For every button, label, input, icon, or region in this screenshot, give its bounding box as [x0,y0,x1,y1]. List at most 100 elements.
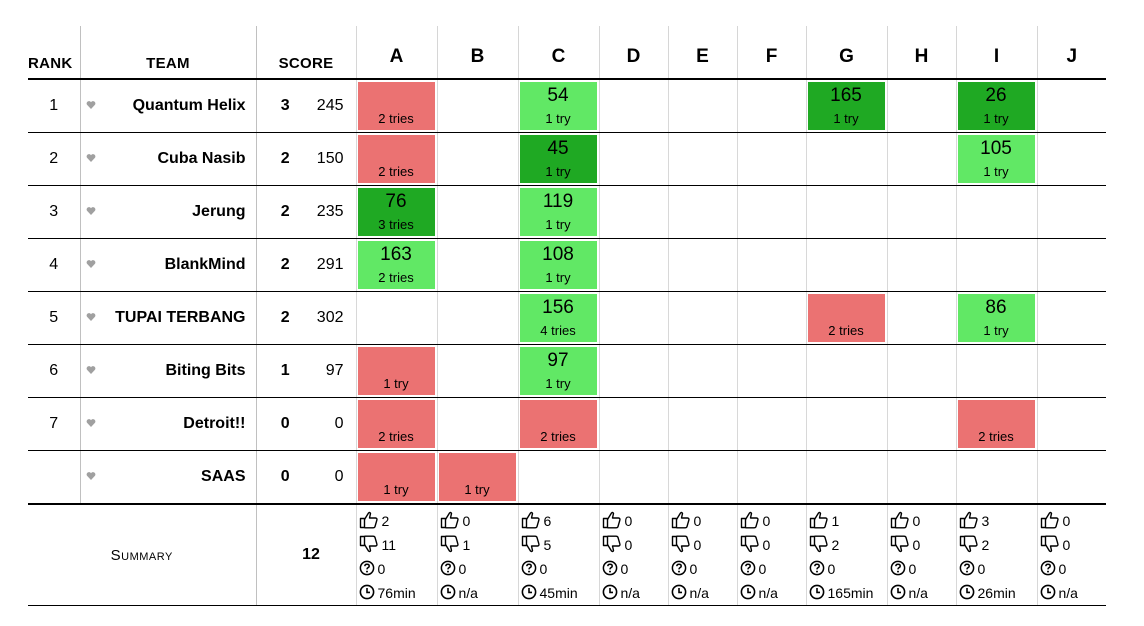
problem-header-e[interactable]: E [667,26,737,80]
question-icon [440,560,459,579]
team-name[interactable]: Cuba Nasib [100,132,256,186]
team-row[interactable]: 7 Detroit!! 0 0 2 tries 2 tries 2 tries [28,397,1106,451]
favorite-cell[interactable] [79,185,100,239]
summary-rejected-value: 11 [381,537,397,553]
summary-cell-j: 0 0 0 n/a [1036,503,1106,606]
problem-header-c[interactable]: C [517,26,599,80]
summary-pending-line: 0 [740,557,806,581]
team-name[interactable]: Detroit!! [100,397,256,451]
problem-header-a[interactable]: A [355,26,437,80]
thumbs-up-icon [671,510,694,533]
heart-icon[interactable] [86,150,96,167]
tries-count: 2 tries [378,429,414,444]
clock-icon [440,584,459,603]
result-box[interactable]: 108 1 try [519,241,597,289]
favorite-cell[interactable] [79,450,100,505]
question-icon [809,560,828,579]
problem-header-b[interactable]: B [436,26,518,80]
problem-cell-h [886,344,956,398]
summary-first-value: n/a [458,585,478,601]
problem-cell-g [805,344,887,398]
heart-icon[interactable] [86,203,96,220]
heart-icon[interactable] [86,468,96,485]
summary-label: Summary [28,503,256,606]
heart-icon[interactable] [86,97,96,114]
result-box[interactable]: 1 try [357,347,435,395]
clock-icon [809,584,828,603]
team-row[interactable]: 5 TUPAI TERBANG 2 302 156 4 tries 2 tries 86 1 t… [28,291,1106,345]
result-box[interactable]: 2 tries [357,82,435,130]
problem-header-i[interactable]: I [955,26,1037,80]
team-name[interactable]: Quantum Helix [100,79,256,133]
result-box[interactable]: 45 1 try [519,135,597,183]
tries-count: 1 try [383,376,409,391]
result-box[interactable]: 2 tries [957,400,1035,448]
problem-header-g[interactable]: G [805,26,887,80]
problem-cell-h [886,238,956,292]
problem-header-j[interactable]: J [1036,26,1106,80]
result-box[interactable]: 2 tries [519,400,597,448]
result-box[interactable]: 1 try [357,453,435,501]
heart-icon[interactable] [86,362,96,379]
result-box[interactable]: 26 1 try [957,82,1035,130]
summary-first-line: n/a [671,581,737,605]
favorite-cell[interactable] [79,79,100,133]
result-box[interactable]: 165 1 try [807,82,885,130]
team-row[interactable]: 6 Biting Bits 1 97 1 try 97 1 try [28,344,1106,398]
summary-accepted-line: 0 [890,509,956,533]
summary-cell-c: 6 5 0 45min [517,503,599,606]
result-box[interactable]: 105 1 try [957,135,1035,183]
summary-accepted-line: 0 [671,509,737,533]
thumbs-up-icon [959,510,982,533]
team-header[interactable]: TEAM [79,26,256,80]
team-row[interactable]: 4 BlankMind 2 291 163 2 tries 108 1 try [28,238,1106,292]
result-box[interactable]: 86 1 try [957,294,1035,342]
problem-cell-j [1036,79,1106,133]
heart-icon[interactable] [86,256,96,273]
solved-count: 2 [255,132,304,186]
problem-cell-i [955,238,1037,292]
favorite-cell[interactable] [79,291,100,345]
tries-count: 1 try [464,482,490,497]
problem-header-h[interactable]: H [886,26,956,80]
favorite-cell[interactable] [79,132,100,186]
thumbs-up-icon [740,510,763,533]
result-box[interactable]: 119 1 try [519,188,597,236]
tries-count: 1 try [545,164,571,179]
team-name[interactable]: BlankMind [100,238,256,292]
score-header[interactable]: SCORE [255,26,356,80]
rank-header[interactable]: RANK [28,26,80,80]
result-box[interactable]: 2 tries [357,135,435,183]
solve-time [520,400,597,403]
favorite-cell[interactable] [79,238,100,292]
favorite-cell[interactable] [79,344,100,398]
heart-icon[interactable] [86,309,96,326]
team-row[interactable]: 3 Jerung 2 235 76 3 tries 119 1 try [28,185,1106,239]
problem-cell-h [886,397,956,451]
result-box[interactable]: 54 1 try [519,82,597,130]
result-box[interactable]: 2 tries [807,294,885,342]
result-box[interactable]: 1 try [438,453,516,501]
solve-time [358,400,435,403]
heart-icon[interactable] [86,415,96,432]
team-row[interactable]: SAAS 0 0 1 try 1 try [28,450,1106,505]
problem-header-f[interactable]: F [736,26,806,80]
solve-time [358,453,435,456]
result-box[interactable]: 156 4 tries [519,294,597,342]
team-name[interactable]: Jerung [100,185,256,239]
team-row[interactable]: 2 Cuba Nasib 2 150 2 tries 45 1 try 105 1 try [28,132,1106,186]
summary-first-value: 165min [827,585,874,601]
thumbs-up-icon [521,510,544,533]
result-box[interactable]: 76 3 tries [357,188,435,236]
team-name[interactable]: SAAS [100,450,256,505]
problem-header-d[interactable]: D [598,26,668,80]
summary-cell-f: 0 0 0 n/a [736,503,806,606]
team-name[interactable]: TUPAI TERBANG [100,291,256,345]
favorite-cell[interactable] [79,397,100,451]
result-box[interactable]: 2 tries [357,400,435,448]
result-box[interactable]: 163 2 tries [357,241,435,289]
team-name[interactable]: Biting Bits [100,344,256,398]
result-box[interactable]: 97 1 try [519,347,597,395]
team-row[interactable]: 1 Quantum Helix 3 245 2 tries 54 1 try 165 1 try… [28,79,1106,133]
